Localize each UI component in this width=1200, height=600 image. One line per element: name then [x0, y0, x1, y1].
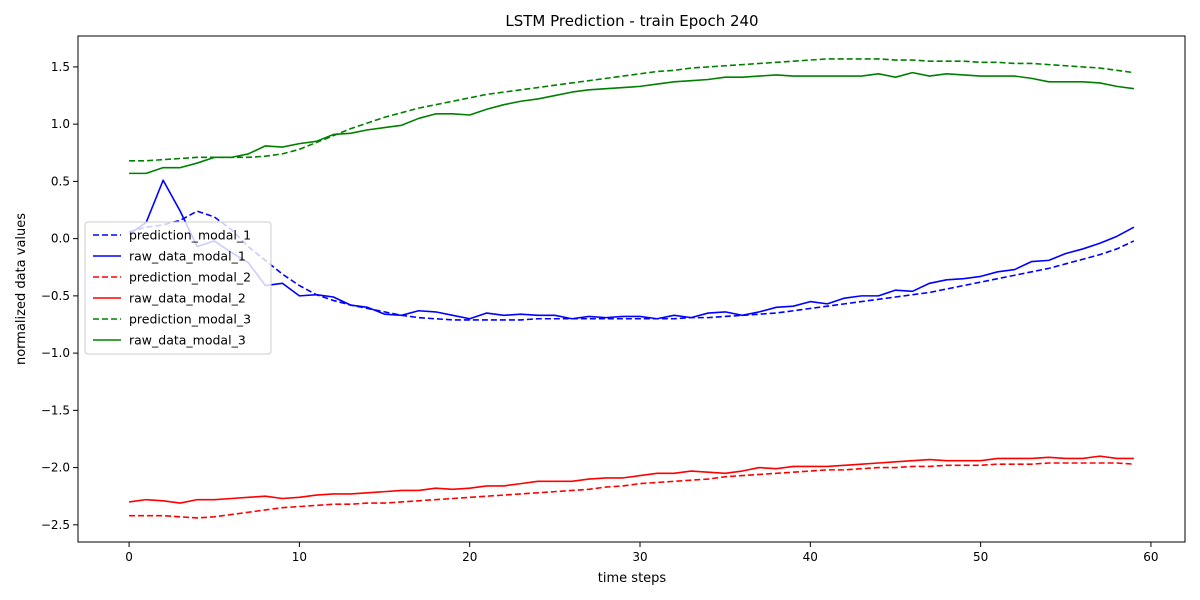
series-line-prediction-modal-2 — [129, 462, 1134, 519]
y-tick-label: 1.5 — [51, 60, 70, 74]
x-tick-label: 50 — [973, 550, 988, 564]
y-tick-label: 0.0 — [51, 232, 70, 246]
y-tick-label: −2.5 — [41, 518, 70, 532]
x-tick-label: 0 — [125, 550, 133, 564]
x-tick-label: 30 — [632, 550, 647, 564]
y-tick-label: −2.0 — [41, 461, 70, 475]
legend: prediction_modal_1 raw_data_modal_1predic… — [84, 221, 272, 355]
y-tick-label: 1.0 — [51, 117, 70, 131]
y-tick-label: −1.0 — [41, 346, 70, 360]
legend-label: raw_data_modal_2 — [129, 291, 246, 306]
legend-label: prediction_modal_3 — [129, 312, 251, 327]
plot-frame — [77, 35, 1186, 543]
series-line-prediction-modal-1 — [128, 210, 1135, 321]
legend-label: prediction_modal_2 — [129, 270, 251, 285]
legend-label: prediction_modal_1 — [129, 228, 251, 243]
series-line-raw-data-modal-2 — [128, 455, 1134, 504]
y-axis-label: normalized data values — [14, 213, 29, 365]
x-axis-ticks: 0 10 20 30 40 50 60 — [125, 542, 1159, 564]
x-tick-label: 20 — [462, 550, 477, 564]
y-tick-label: −0.5 — [41, 289, 70, 303]
x-tick-label: 40 — [803, 550, 818, 564]
series-line-raw-data-modal-3 — [129, 71, 1135, 175]
legend-label: raw_data_modal_1 — [129, 249, 246, 264]
x-axis-label: time steps — [598, 571, 667, 586]
y-tick-label: 0.5 — [51, 174, 70, 188]
series-line-prediction-modal-3 — [129, 58, 1135, 162]
legend-label: raw_data_modal_3 — [129, 333, 246, 348]
y-tick-label: −1.5 — [41, 403, 70, 417]
series-lines — [128, 58, 1135, 519]
x-tick-label: 10 — [292, 550, 307, 564]
legend-box — [84, 221, 272, 355]
series-line-raw-data-modal-1 — [128, 179, 1135, 320]
x-tick-label: 60 — [1143, 550, 1158, 564]
y-axis-ticks: −2.5 −2.0 −1.5 −1.0 −0.5 0.0 0.5 1.0 1.5 — [41, 60, 78, 532]
chart-title: LSTM Prediction - train Epoch 240 — [505, 12, 758, 30]
